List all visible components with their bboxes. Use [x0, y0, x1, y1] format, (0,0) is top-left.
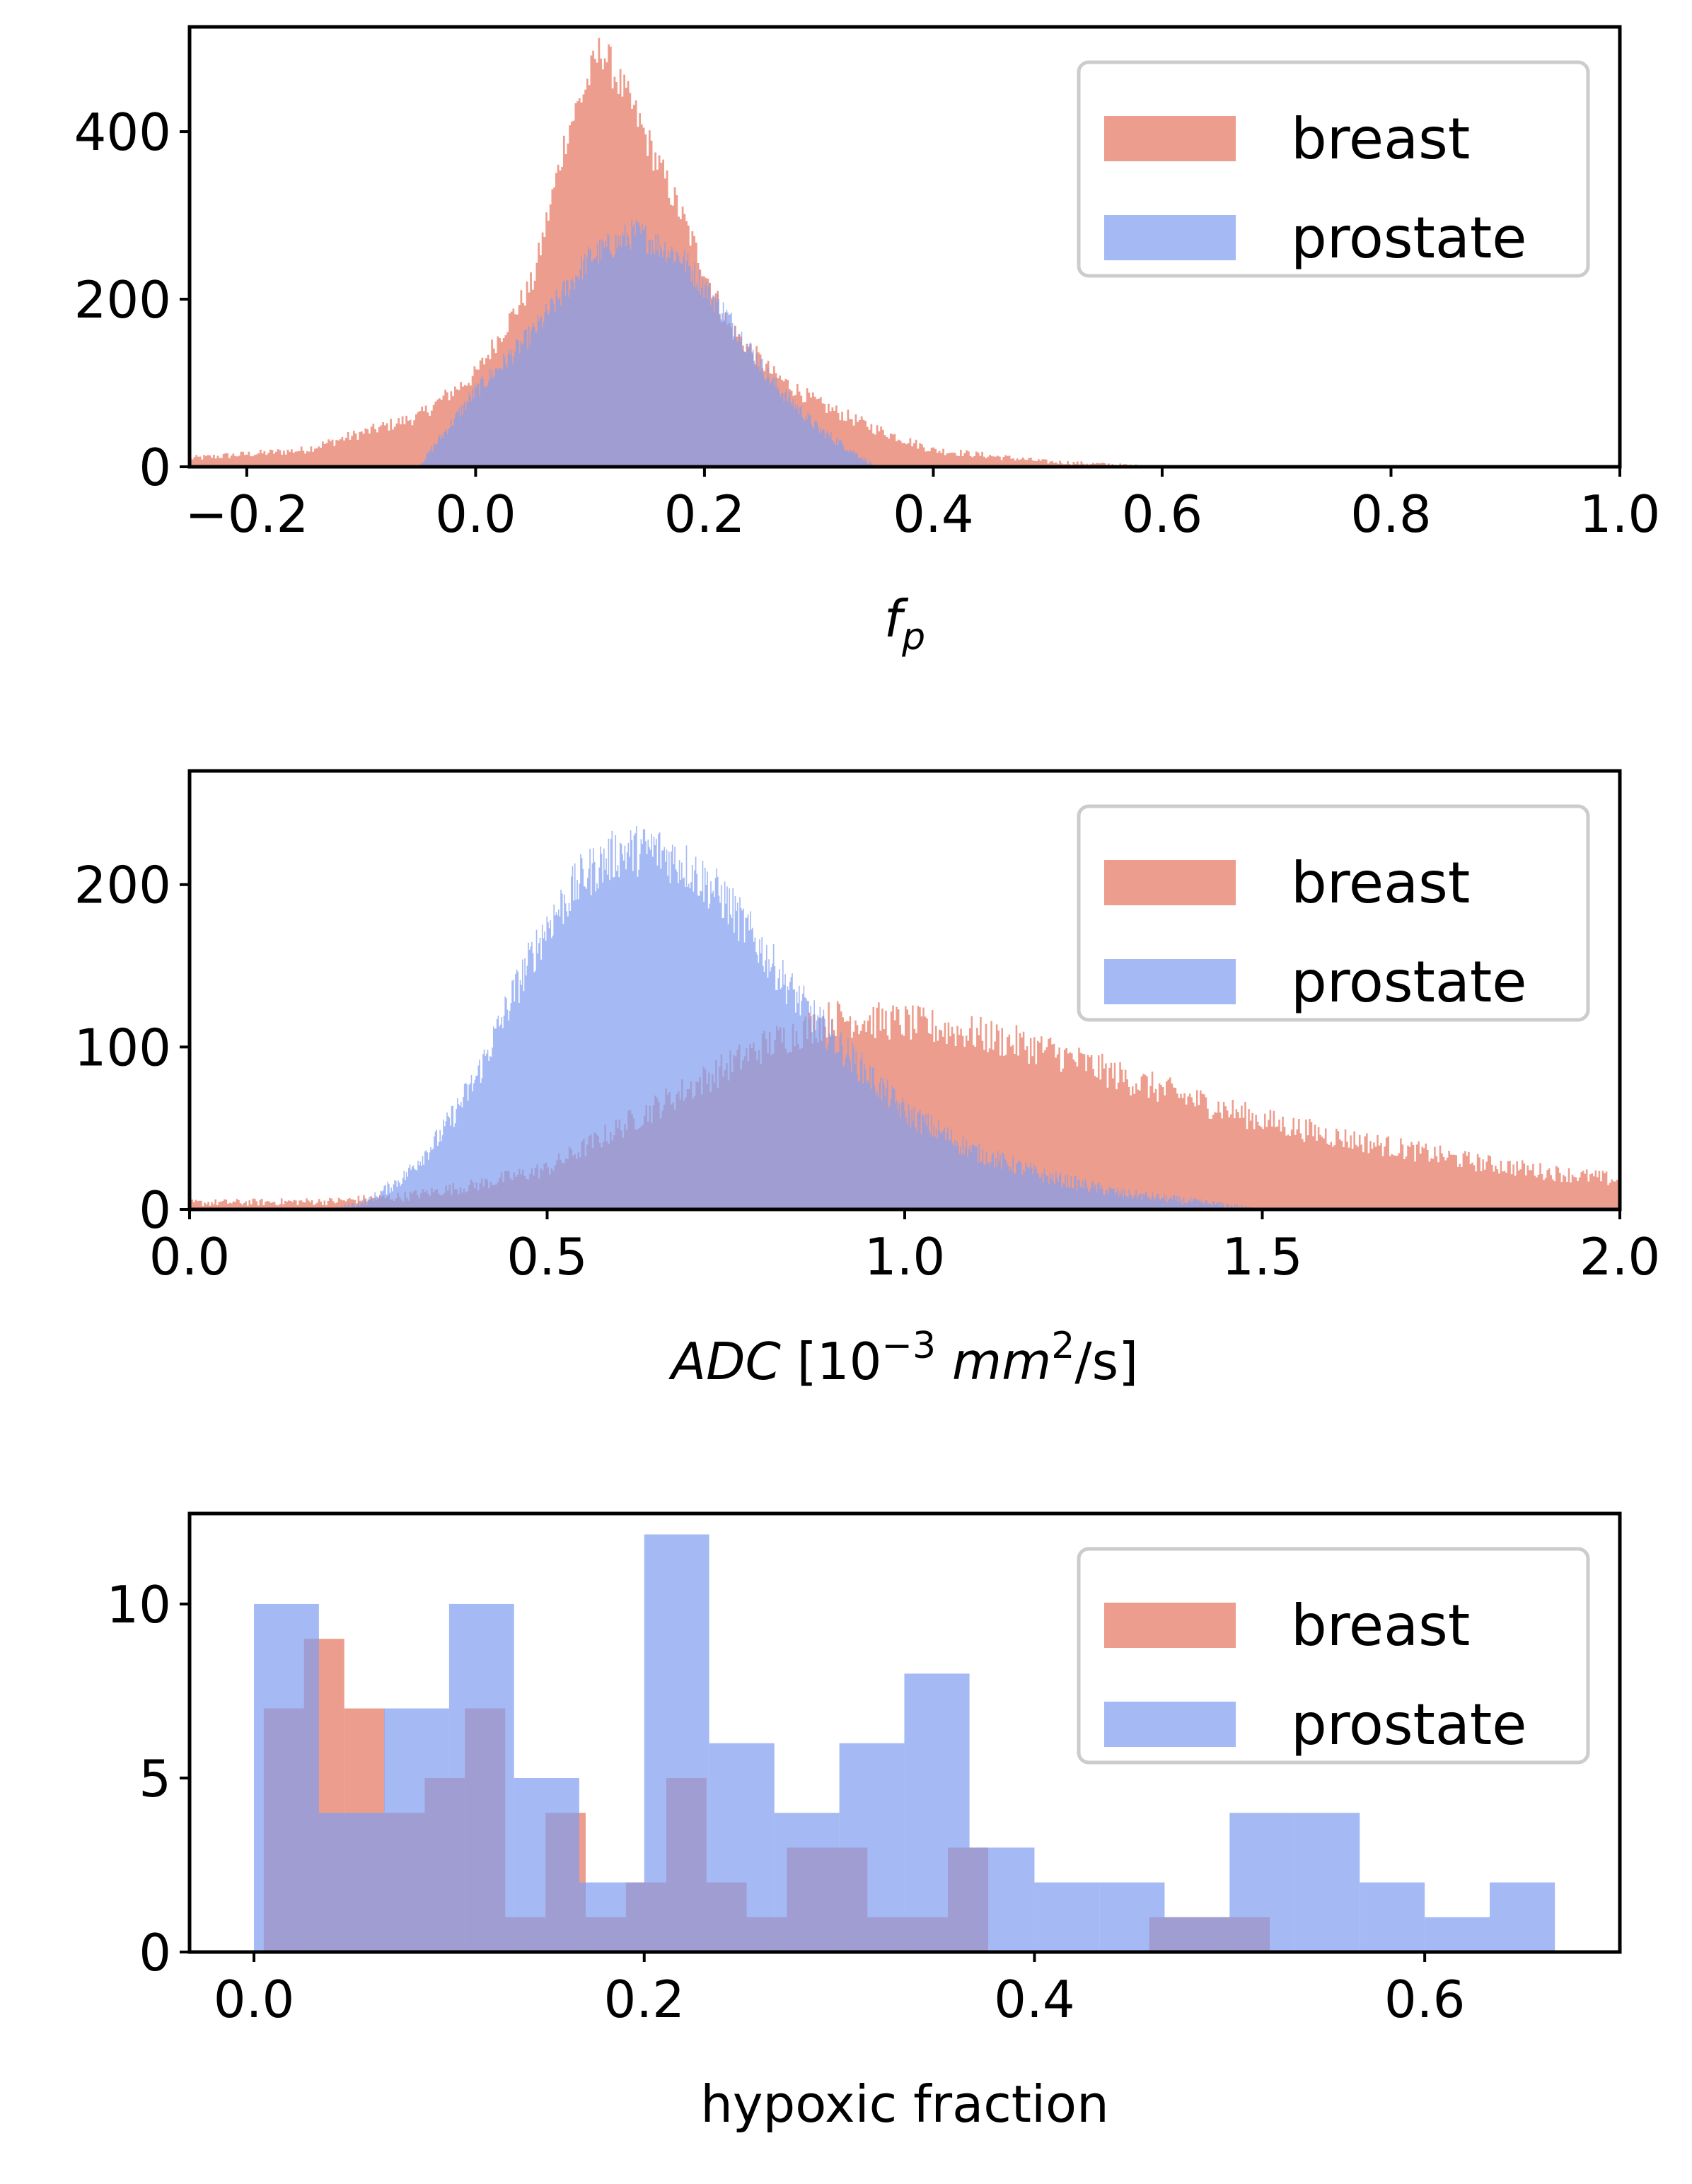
- x-tick-label: 2.0: [1580, 1227, 1661, 1286]
- y-tick-label: 100: [74, 1018, 171, 1077]
- legend-swatch-breast: [1104, 860, 1236, 905]
- bars-group: [190, 826, 1620, 1209]
- prostate-bar: [318, 1813, 385, 1952]
- breast-histogram-bars: [190, 1001, 1620, 1209]
- legend-swatch-prostate: [1104, 959, 1236, 1004]
- x-tick-label: 0.0: [435, 484, 516, 544]
- legend-label-prostate: prostate: [1291, 949, 1527, 1015]
- x-tick-label: 0.4: [893, 484, 974, 544]
- prostate-bar: [904, 1673, 970, 1952]
- y-tick-label: 5: [139, 1749, 171, 1808]
- y-tick-label: 0: [139, 438, 171, 497]
- x-tick-label: 0.4: [994, 1970, 1075, 2029]
- legend: breast prostate: [1077, 60, 1590, 278]
- prostate-bar: [1360, 1882, 1425, 1952]
- legend-label-prostate: prostate: [1291, 205, 1527, 271]
- x-tick-label: 0.5: [506, 1227, 588, 1286]
- legend-swatch-breast: [1104, 1603, 1236, 1648]
- legend: breast prostate: [1077, 804, 1590, 1022]
- adc-histogram-panel: 0.0 0.5 1.0 1.5 2.0 0 100 200 ADC [10−3 mm2/s] br…: [74, 769, 1661, 1391]
- prostate-bar: [644, 1534, 709, 1952]
- x-tick-label: 1.0: [1580, 484, 1661, 544]
- legend-label-breast: breast: [1291, 850, 1470, 916]
- x-tick-label: 0.8: [1350, 484, 1432, 544]
- fp-histogram-panel: −0.2 0.0 0.2 0.4 0.6 0.8 1.0 0 200 400 fp breast pro…: [74, 25, 1661, 658]
- prostate-bar: [448, 1603, 514, 1952]
- prostate-bar: [579, 1882, 644, 1952]
- axes-frame: [187, 25, 1622, 469]
- hypoxic-fraction-histogram-panel: 0.0 0.2 0.4 0.6 0 5 10 hypoxic fraction breast pr…: [106, 1511, 1622, 2134]
- prostate-bar: [1034, 1882, 1100, 1952]
- x-tick-label: 0.2: [664, 484, 746, 544]
- y-tick-label: 200: [74, 270, 171, 330]
- x-tick-label: −0.2: [185, 484, 308, 544]
- prostate-bar: [1490, 1882, 1555, 1952]
- x-tick-label: 0.0: [149, 1227, 231, 1286]
- prostate-bar: [1294, 1813, 1360, 1952]
- x-tick-label: 0.2: [603, 1970, 685, 2029]
- series-breast: [190, 1001, 1620, 1209]
- x-tick-label: 0.6: [1384, 1970, 1466, 2029]
- x-axis-title: fp: [884, 589, 925, 658]
- bars-group: [254, 1534, 1555, 1952]
- y-tick-label: 200: [74, 856, 171, 915]
- series-prostate: [254, 1534, 1555, 1952]
- y-tick-label: 0: [139, 1923, 171, 1982]
- x-tick-label: 1.5: [1222, 1227, 1303, 1286]
- prostate-bar: [709, 1743, 775, 1952]
- prostate-bar: [1425, 1917, 1490, 1952]
- legend-label-breast: breast: [1291, 1593, 1470, 1659]
- prostate-bar: [839, 1743, 905, 1952]
- legend-label-breast: breast: [1291, 106, 1470, 172]
- prostate-histogram-bars: [332, 826, 1263, 1209]
- axes-frame: [187, 1511, 1622, 1954]
- prostate-bar: [1164, 1917, 1230, 1952]
- prostate-bar: [514, 1777, 579, 1952]
- x-axis-title: hypoxic fraction: [700, 2074, 1108, 2134]
- y-tick-label: 0: [139, 1180, 171, 1240]
- legend: breast prostate: [1077, 1547, 1590, 1765]
- prostate-bar: [254, 1603, 319, 1952]
- y-tick-label: 10: [106, 1575, 171, 1634]
- prostate-histogram-bars: [418, 219, 876, 467]
- y-tick-label: 400: [74, 103, 171, 162]
- prostate-bar: [384, 1708, 449, 1952]
- x-tick-label: 0.0: [214, 1970, 295, 2029]
- x-tick-label: 0.6: [1122, 484, 1203, 544]
- legend-label-prostate: prostate: [1291, 1692, 1527, 1758]
- prostate-bar: [774, 1813, 840, 1952]
- x-tick-label: 1.0: [864, 1227, 946, 1286]
- series-prostate: [418, 219, 876, 467]
- legend-swatch-breast: [1104, 116, 1236, 161]
- x-axis-title: ADC [10−3 mm2/s]: [668, 1325, 1138, 1391]
- series-prostate: [332, 826, 1263, 1209]
- legend-swatch-prostate: [1104, 1702, 1236, 1747]
- prostate-bar: [1099, 1882, 1165, 1952]
- prostate-bar: [969, 1847, 1035, 1952]
- legend-swatch-prostate: [1104, 215, 1236, 260]
- prostate-bar: [1229, 1813, 1295, 1952]
- bars-group: [190, 37, 1162, 467]
